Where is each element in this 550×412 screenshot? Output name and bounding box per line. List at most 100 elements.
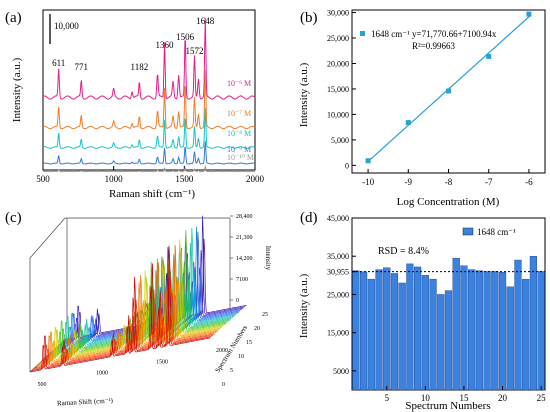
a-peak-label: 1506 <box>176 32 195 42</box>
b-x-tick-label: -6 <box>525 177 533 187</box>
b-legend-equation: y=71,770.66+7100.94x <box>412 29 497 39</box>
a-peak-label: 1572 <box>186 46 204 56</box>
a-x-ticks: 500 1000 1500 2000 <box>36 166 265 184</box>
d-bar <box>398 282 406 391</box>
d-y-tick-label: 45,000 <box>327 214 349 223</box>
c-z-tick-label: 21,300 <box>236 235 253 241</box>
a-x-tick-label: 1000 <box>105 174 124 184</box>
d-bar <box>375 269 383 391</box>
a-series-line <box>42 107 256 149</box>
d-legend: 1648 cm⁻¹ <box>462 227 516 237</box>
d-x-ticks: 5 10 15 20 25 <box>384 386 546 403</box>
b-y-tick-label: 10,000 <box>327 110 349 119</box>
c-spectra <box>29 215 247 373</box>
d-legend-swatch <box>462 227 474 236</box>
d-x-tick-label: 25 <box>537 393 547 403</box>
d-y-tick-label: 30,955 <box>327 268 349 277</box>
d-bar <box>421 275 429 391</box>
panel-b: (b) Intensity (a.u.) 0 5,000 10,000 15,000 2… <box>298 9 546 208</box>
d-rsd-label: RSD = 8.4% <box>378 246 429 257</box>
d-x-tick-label: 15 <box>459 393 469 403</box>
c-spectrum-line <box>32 276 214 370</box>
d-ylabel: Intensity (a.u.) <box>298 273 310 338</box>
d-bar <box>429 278 437 391</box>
d-bar <box>359 271 368 391</box>
c-spectrum-line <box>29 272 211 373</box>
d-bar <box>460 265 468 391</box>
c-x-tick-label: 1500 <box>156 359 168 365</box>
d-bar <box>437 294 445 391</box>
b-y-tick-label: 30,000 <box>327 9 349 18</box>
a-series-line <box>43 165 255 173</box>
b-x-tick-label: -9 <box>405 177 413 187</box>
d-y-tick-label: 5000 <box>333 367 349 376</box>
b-legend-label: 1648 cm⁻¹ <box>371 29 410 39</box>
d-x-tick-label: 10 <box>421 393 431 403</box>
b-data-point <box>446 88 451 94</box>
b-y-ticks: 0 5,000 10,000 15,000 20,000 25,000 30,000 <box>327 9 356 170</box>
a-x-tick-label: 1500 <box>175 174 194 184</box>
c-zlabel: Intensity <box>264 246 272 271</box>
c-x-tick-label: 1000 <box>96 371 108 377</box>
a-x-tick-label: 2000 <box>246 174 265 184</box>
b-data-point <box>486 53 492 59</box>
a-series-label: 10⁻⁷ M <box>227 109 251 118</box>
d-bar <box>383 267 391 391</box>
c-x-ticks: 500 1000 1500 2000 <box>38 348 229 388</box>
c-x-tick-label: 500 <box>38 382 47 388</box>
b-data-point <box>405 120 411 126</box>
d-bar <box>414 266 422 391</box>
a-peak-label: 1182 <box>131 62 149 72</box>
b-fit-line-group <box>367 14 532 162</box>
c-z-ticks: 0 7100 14,200 21,300 28,400 <box>230 214 253 304</box>
d-bar <box>537 271 545 391</box>
a-series-group <box>42 18 256 173</box>
a-series-label: 10⁻⁶ M <box>227 79 251 88</box>
a-scale-bar-label: 10,000 <box>54 21 79 31</box>
b-x-tick-label: -10 <box>362 177 374 187</box>
d-bar <box>529 256 538 391</box>
d-bar <box>468 269 476 391</box>
c-z-tick-label: 14,200 <box>236 256 253 262</box>
b-x-tick-label: -8 <box>445 177 453 187</box>
panel-label-b: (b) <box>300 10 318 26</box>
b-x-tick-label: -7 <box>485 177 493 187</box>
b-y-tick-label: 5,000 <box>331 136 349 145</box>
d-bars <box>352 256 545 391</box>
b-points <box>365 11 532 164</box>
b-y-tick-label: 15,000 <box>327 85 349 94</box>
d-bar <box>390 273 399 391</box>
c-depth-tick-label: 0 <box>222 382 225 388</box>
d-x-tick-label: 5 <box>384 393 389 403</box>
d-bar <box>452 257 460 391</box>
a-series-label: 10⁻⁹ M <box>227 145 251 154</box>
panel-d: (d) Intensity (a.u.) 5000 15,000 25,000 30,… <box>298 210 546 412</box>
d-xlabel: Spectrum Numbers <box>405 400 490 412</box>
b-legend-swatch <box>360 31 365 36</box>
c-spectrum-line <box>34 292 215 369</box>
d-bar <box>352 270 360 391</box>
b-xlabel: Log Concentration (M) <box>397 196 500 208</box>
c-depth-ticks: 0 5 10 15 20 25 <box>222 312 268 388</box>
d-bar <box>491 271 499 391</box>
d-bar <box>506 286 514 391</box>
b-ylabel: Intensity (a.u.) <box>298 62 310 127</box>
d-bar <box>367 278 375 391</box>
d-y-tick-label: 15,000 <box>327 329 349 338</box>
a-series-line <box>42 18 256 100</box>
c-depth-tick-label: 15 <box>246 340 252 346</box>
c-x-tick-label: 2000 <box>216 348 228 354</box>
c-depth-tick-label: 25 <box>262 312 268 318</box>
a-peak-label: 771 <box>75 62 89 72</box>
a-series-label: 10⁻¹⁰ M <box>227 153 254 162</box>
d-bar <box>475 270 483 391</box>
d-bar <box>406 263 414 391</box>
b-fit-line <box>367 14 532 162</box>
c-depth-tick-label: 20 <box>254 326 260 332</box>
d-x-tick-label: 20 <box>498 393 508 403</box>
d-bar <box>514 259 522 391</box>
a-series-line <box>42 70 256 130</box>
d-legend-label: 1648 cm⁻¹ <box>477 227 516 237</box>
